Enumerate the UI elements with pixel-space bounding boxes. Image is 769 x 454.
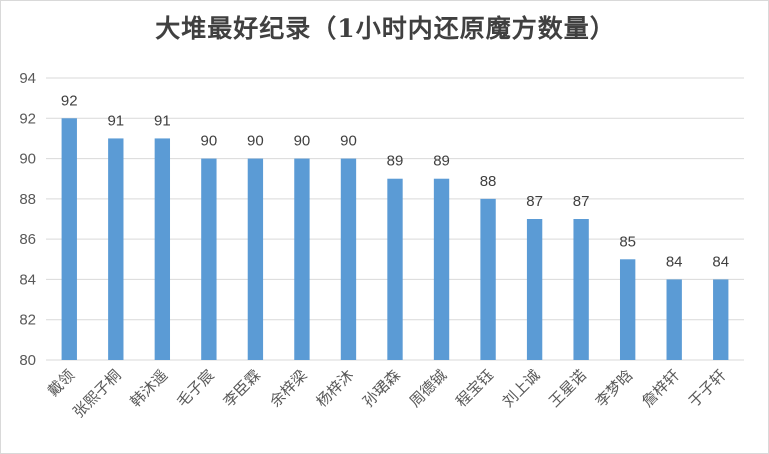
bar bbox=[619, 259, 636, 360]
x-tick-label: 王星诺 bbox=[545, 366, 590, 411]
x-tick-label: 刘上诚 bbox=[499, 366, 544, 411]
bar-value-label: 84 bbox=[712, 253, 729, 270]
x-tick-label: 戴领 bbox=[44, 366, 78, 400]
bar bbox=[108, 138, 124, 360]
y-tick-label: 92 bbox=[19, 110, 36, 127]
bar-value-label: 88 bbox=[480, 173, 497, 190]
y-tick-label: 86 bbox=[19, 231, 36, 248]
bar bbox=[526, 219, 543, 360]
x-tick-label: 周德铖 bbox=[406, 366, 451, 411]
bar-value-label: 92 bbox=[61, 92, 78, 109]
y-tick-label: 80 bbox=[19, 352, 36, 369]
bar bbox=[340, 158, 357, 360]
bar bbox=[154, 138, 171, 360]
x-tick-label: 李臣霖 bbox=[220, 366, 265, 411]
bar bbox=[247, 158, 264, 360]
bar-value-label: 84 bbox=[666, 253, 683, 270]
bar-value-label: 90 bbox=[340, 133, 357, 150]
bar bbox=[713, 279, 729, 360]
bar bbox=[666, 279, 682, 360]
bar-value-label: 85 bbox=[619, 233, 636, 250]
x-tick-label: 程宝钰 bbox=[452, 366, 497, 411]
y-axis: 80 82 84 86 88 90 92 94 bbox=[19, 70, 36, 369]
bar bbox=[387, 178, 403, 360]
x-tick-label: 张熙子桐 bbox=[69, 366, 124, 421]
bar bbox=[61, 118, 77, 361]
bar-value-label: 90 bbox=[294, 133, 311, 150]
bar bbox=[294, 158, 310, 360]
bar bbox=[573, 219, 589, 360]
y-tick-label: 88 bbox=[19, 191, 36, 208]
bar-value-label: 89 bbox=[433, 153, 450, 170]
x-tick-label: 于子轩 bbox=[685, 366, 730, 411]
bars bbox=[61, 118, 729, 361]
bar-value-label: 90 bbox=[247, 133, 264, 150]
y-tick-label: 90 bbox=[19, 151, 36, 168]
bar bbox=[480, 198, 496, 360]
x-tick-label: 余梓梁 bbox=[266, 366, 311, 411]
x-tick-label: 李梦晗 bbox=[592, 366, 637, 411]
data-labels: 92 91 91 90 90 90 90 89 89 88 87 87 85 84 84 bbox=[61, 92, 729, 270]
x-tick-label: 韩沐遥 bbox=[127, 366, 172, 411]
bar bbox=[201, 158, 217, 360]
x-axis: 戴领张熙子桐 韩沐遥 毛子宸 李臣霖 余梓梁 杨梓沐 孙珺森 周德铖 程宝钰 刘上诚 王星诺 李梦晗詹… bbox=[44, 366, 729, 421]
y-tick-label: 82 bbox=[19, 312, 36, 329]
bar-value-label: 87 bbox=[573, 193, 590, 210]
bar-value-label: 89 bbox=[387, 153, 404, 170]
x-tick-label: 詹梓轩 bbox=[638, 366, 683, 411]
x-tick-label: 毛子宸 bbox=[173, 366, 218, 411]
bar-value-label: 87 bbox=[526, 193, 543, 210]
x-tick-label: 杨梓沐 bbox=[313, 366, 358, 411]
bar-value-label: 90 bbox=[201, 133, 218, 150]
y-tick-label: 94 bbox=[19, 70, 36, 87]
chart-title: 大堆最好纪录（1小时内还原魔方数量） bbox=[155, 14, 616, 43]
bar-value-label: 91 bbox=[107, 112, 124, 129]
y-tick-label: 84 bbox=[19, 271, 36, 288]
bar-value-label: 91 bbox=[154, 112, 171, 129]
bar bbox=[433, 178, 450, 360]
x-tick-label: 孙珺森 bbox=[359, 366, 404, 411]
